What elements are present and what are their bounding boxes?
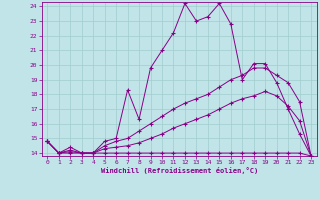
X-axis label: Windchill (Refroidissement éolien,°C): Windchill (Refroidissement éolien,°C) <box>100 167 258 174</box>
